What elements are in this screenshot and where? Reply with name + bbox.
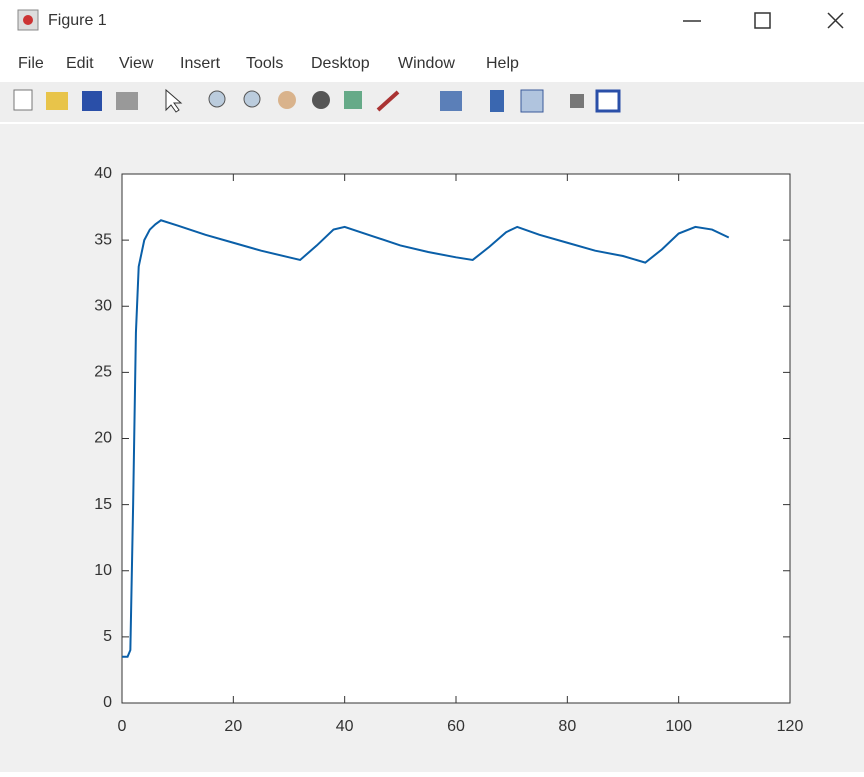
- y-tick-label: 5: [103, 628, 112, 645]
- y-tick-label: 30: [94, 297, 112, 314]
- menu-item[interactable]: File: [18, 55, 44, 72]
- tool-pan[interactable]: [278, 91, 296, 109]
- x-tick-label: 120: [777, 718, 804, 735]
- menu-item[interactable]: Desktop: [311, 55, 370, 72]
- axes-box: [122, 174, 790, 703]
- y-tick-label: 15: [94, 496, 112, 513]
- menu-bar: File Edit View Insert Tools Desktop Window Help: [18, 55, 519, 72]
- x-tick-label: 20: [224, 718, 242, 735]
- y-tick-label: 20: [94, 430, 112, 447]
- y-tick-label: 35: [94, 231, 112, 248]
- x-tick-label: 0: [118, 718, 127, 735]
- figure-window: Figure 1 File Edit View Insert Tools Desktop W…: [0, 0, 864, 772]
- tool-zoom-out[interactable]: [244, 91, 260, 107]
- tool-link[interactable]: [440, 91, 462, 111]
- tool-legend[interactable]: [521, 90, 543, 112]
- menu-item[interactable]: View: [119, 55, 154, 72]
- app-icon-dot: [23, 15, 33, 25]
- y-tick-label: 25: [94, 364, 112, 381]
- page: Figure 1 File Edit View Insert Tools Desktop W…: [0, 0, 864, 772]
- menu-item[interactable]: Tools: [246, 55, 283, 72]
- menu-item[interactable]: Window: [398, 55, 455, 72]
- tool-print[interactable]: [116, 92, 138, 110]
- x-tick-label: 40: [336, 718, 354, 735]
- y-tick-label: 0: [103, 694, 112, 711]
- tool-colorbar[interactable]: [490, 90, 504, 112]
- tool-rotate[interactable]: [312, 91, 330, 109]
- x-tick-label: 100: [665, 718, 692, 735]
- tool-hide[interactable]: [570, 94, 584, 108]
- tool-new[interactable]: [14, 90, 32, 110]
- menu-item[interactable]: Insert: [180, 55, 221, 72]
- tool-open[interactable]: [46, 92, 68, 110]
- menu-item[interactable]: Edit: [66, 55, 94, 72]
- y-tick-label: 10: [94, 562, 112, 579]
- tool-zoom-in[interactable]: [209, 91, 225, 107]
- tool-save[interactable]: [82, 91, 102, 111]
- x-tick-label: 80: [558, 718, 576, 735]
- tool-show[interactable]: [597, 91, 619, 111]
- window-title: Figure 1: [48, 12, 107, 29]
- x-tick-label: 60: [447, 718, 465, 735]
- tool-datatip[interactable]: [344, 91, 362, 109]
- menu-item[interactable]: Help: [486, 55, 519, 72]
- y-tick-label: 40: [94, 165, 112, 182]
